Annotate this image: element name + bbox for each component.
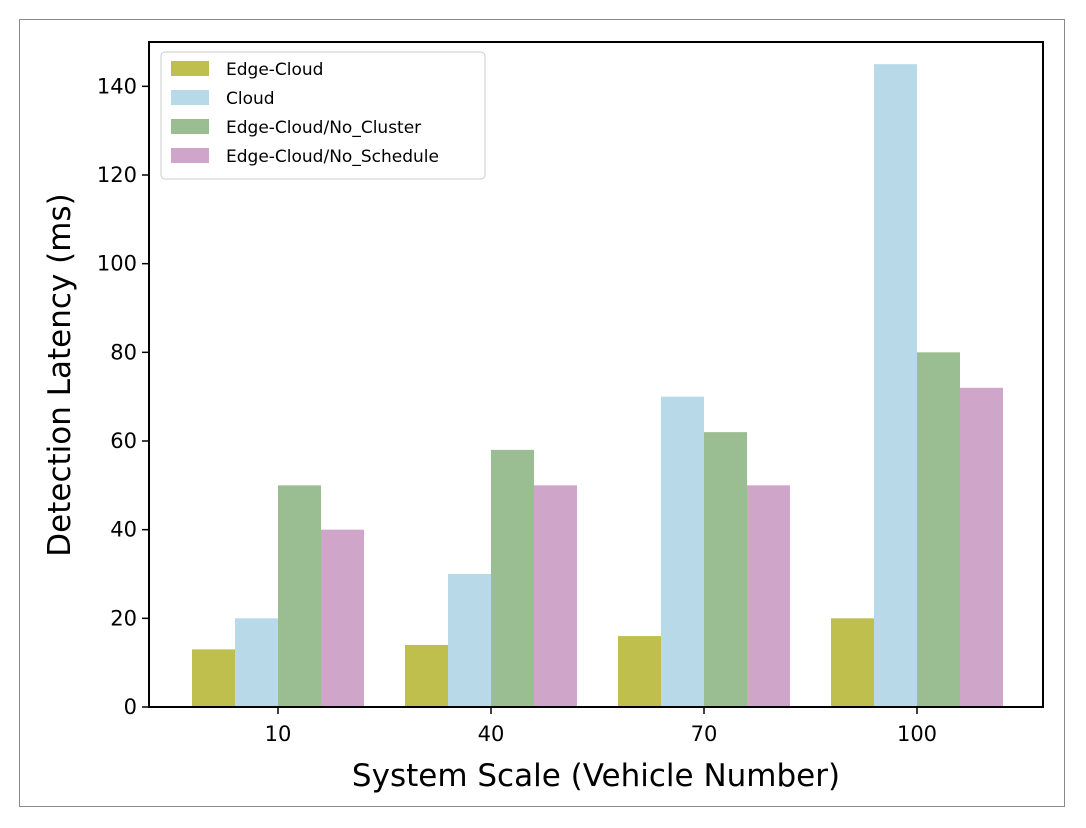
bar-edge-cloud-70	[618, 636, 661, 707]
legend-items: Edge-Cloud Cloud Edge-Cloud/No_Cluster Edge…	[171, 60, 439, 167]
legend-label-edge-cloud: Edge-Cloud	[226, 60, 323, 80]
bars-layer	[192, 64, 1003, 707]
bar-cloud-10	[235, 618, 278, 707]
bar-edge-cloud-no-cluster-100	[917, 352, 960, 707]
x-tick-label-40: 40	[478, 722, 505, 746]
x-axis: 10 40 70 100	[265, 707, 937, 746]
y-tick-label-140: 140	[97, 74, 137, 98]
bar-edge-cloud-40	[405, 644, 448, 707]
y-tick-label-80: 80	[110, 340, 137, 364]
legend-swatch-edge-cloud	[171, 61, 209, 76]
x-axis-title: System Scale (Vehicle Number)	[352, 758, 840, 794]
bar-cloud-70	[661, 396, 704, 707]
bar-edge-cloud-no-schedule-100	[960, 387, 1003, 707]
y-axis-title: Detection Latency (ms)	[42, 193, 78, 556]
y-tick-label-60: 60	[110, 429, 137, 453]
x-tick-label-70: 70	[691, 722, 718, 746]
y-tick-label-40: 40	[110, 518, 137, 542]
y-tick-label-100: 100	[97, 252, 137, 276]
legend-label-cloud: Cloud	[226, 89, 275, 109]
legend-swatch-edge-cloud-no-schedule	[171, 148, 209, 163]
legend-label-edge-cloud-no-cluster: Edge-Cloud/No_Cluster	[226, 118, 421, 138]
legend-frame	[160, 51, 486, 180]
x-tick-label-100: 100	[897, 722, 937, 746]
y-tick-label-120: 120	[97, 163, 137, 187]
legend-swatch-edge-cloud-no-cluster	[171, 119, 209, 134]
legend: Edge-Cloud Cloud Edge-Cloud/No_Cluster Edge…	[160, 51, 486, 180]
legend-swatch-cloud	[171, 90, 209, 105]
bar-edge-cloud-no-schedule-70	[747, 485, 790, 707]
bar-edge-cloud-no-cluster-10	[278, 485, 321, 707]
x-tick-label-10: 10	[265, 722, 292, 746]
y-tick-label-0: 0	[124, 695, 137, 719]
plot-frame	[148, 41, 1044, 708]
bar-edge-cloud-100	[831, 618, 874, 707]
bar-edge-cloud-10	[192, 649, 235, 707]
bar-cloud-100	[874, 64, 917, 707]
legend-label-edge-cloud-no-schedule: Edge-Cloud/No_Schedule	[226, 147, 439, 167]
bar-edge-cloud-no-schedule-10	[321, 529, 364, 707]
bar-cloud-40	[448, 574, 491, 707]
y-tick-label-20: 20	[110, 606, 137, 630]
bar-edge-cloud-no-schedule-40	[534, 485, 577, 707]
y-axis: 0 20 40 60 80 100 120 140	[97, 74, 149, 719]
bar-edge-cloud-no-cluster-40	[491, 449, 534, 707]
bar-edge-cloud-no-cluster-70	[704, 432, 747, 707]
